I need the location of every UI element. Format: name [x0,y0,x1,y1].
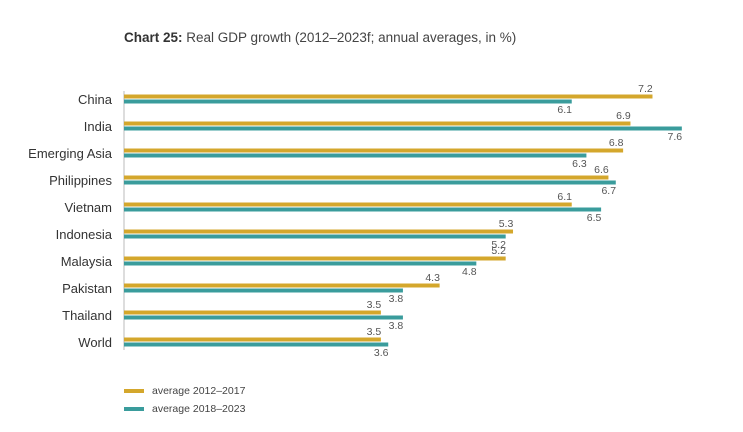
data-label-series-b: 6.1 [557,104,572,116]
legend-swatch-series-a [124,389,144,393]
data-label-series-a: 5.3 [499,218,514,230]
chart-title-prefix: Chart 25: [124,30,183,45]
bar-series-a [124,283,440,288]
bar-series-a [124,121,631,126]
data-label-series-a: 3.5 [367,326,382,338]
bar-series-b [124,180,616,185]
data-label-series-b: 3.6 [374,347,389,359]
category-label: World [78,335,112,350]
data-label-series-a: 6.9 [616,110,631,122]
bar-series-a [124,148,624,153]
category-label: Thailand [62,308,112,323]
category-label: India [84,119,113,134]
data-label-series-b: 6.7 [601,185,616,197]
data-label-series-a: 4.3 [425,272,440,284]
category-label: Malaysia [61,254,113,269]
bar-series-b [124,99,572,104]
data-label-series-a: 6.1 [557,191,572,203]
legend-swatch-series-b [124,407,144,411]
chart-title-text: Real GDP growth (2012–2023f; annual aver… [186,30,517,45]
data-label-series-a: 7.2 [638,83,653,95]
bar-series-a [124,202,572,207]
data-label-series-b: 4.8 [462,266,477,278]
bar-series-b [124,207,602,212]
legend-label-series-b: average 2018–2023 [152,403,246,415]
bar-series-b [124,288,403,293]
data-label-series-b: 7.6 [668,131,683,143]
category-label: Indonesia [56,227,113,242]
bar-series-b [124,126,682,131]
data-label-series-a: 6.8 [609,137,624,149]
data-label-series-a: 5.2 [491,245,506,257]
category-label: Vietnam [65,200,112,215]
data-label-series-a: 6.6 [594,164,609,176]
legend-item-series-a: average 2012–2017 [124,384,245,398]
bar-series-a [124,229,514,234]
bar-series-b [124,153,587,158]
bar-series-a [124,337,381,342]
bar-series-a [124,310,381,315]
data-label-series-b: 3.8 [389,320,404,332]
bar-series-b [124,234,506,239]
chart-title: Chart 25: Real GDP growth (2012–2023f; a… [124,30,516,45]
bar-series-b [124,342,389,347]
legend-item-series-b: average 2018–2023 [124,402,245,416]
category-label: China [78,92,113,107]
data-label-series-b: 3.8 [389,293,404,305]
data-label-series-b: 6.5 [587,212,602,224]
category-label: Emerging Asia [28,146,113,161]
data-label-series-b: 5.2 [491,239,506,251]
data-label-series-b: 6.3 [572,158,587,170]
data-label-series-a: 3.5 [367,299,382,311]
chart-legend: average 2012–2017 average 2018–2023 [124,384,245,420]
bar-series-b [124,261,477,266]
category-label: Philippines [49,173,112,188]
category-label: Pakistan [62,281,112,296]
legend-label-series-a: average 2012–2017 [152,385,246,397]
bar-series-b [124,315,403,320]
bar-series-a [124,256,506,261]
bar-series-a [124,94,653,99]
bar-series-a [124,175,609,180]
